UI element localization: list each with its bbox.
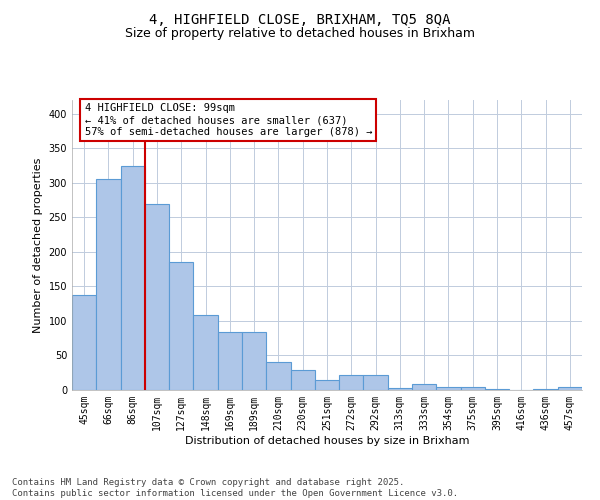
Bar: [461, 386, 485, 390]
Bar: [242, 332, 266, 390]
Text: 4, HIGHFIELD CLOSE, BRIXHAM, TQ5 8QA: 4, HIGHFIELD CLOSE, BRIXHAM, TQ5 8QA: [149, 12, 451, 26]
Bar: [388, 388, 412, 390]
Bar: [558, 387, 582, 390]
Y-axis label: Number of detached properties: Number of detached properties: [33, 158, 43, 332]
Text: 4 HIGHFIELD CLOSE: 99sqm
← 41% of detached houses are smaller (637)
57% of semi-: 4 HIGHFIELD CLOSE: 99sqm ← 41% of detach…: [85, 104, 372, 136]
Text: Contains HM Land Registry data © Crown copyright and database right 2025.
Contai: Contains HM Land Registry data © Crown c…: [12, 478, 458, 498]
Bar: [218, 332, 242, 390]
Bar: [436, 386, 461, 390]
Bar: [364, 375, 388, 390]
Bar: [145, 204, 169, 390]
Bar: [266, 362, 290, 390]
Text: Size of property relative to detached houses in Brixham: Size of property relative to detached ho…: [125, 28, 475, 40]
X-axis label: Distribution of detached houses by size in Brixham: Distribution of detached houses by size …: [185, 436, 469, 446]
Bar: [315, 380, 339, 390]
Bar: [96, 180, 121, 390]
Bar: [290, 370, 315, 390]
Bar: [121, 166, 145, 390]
Bar: [339, 375, 364, 390]
Bar: [193, 314, 218, 390]
Bar: [412, 384, 436, 390]
Bar: [169, 262, 193, 390]
Bar: [72, 296, 96, 390]
